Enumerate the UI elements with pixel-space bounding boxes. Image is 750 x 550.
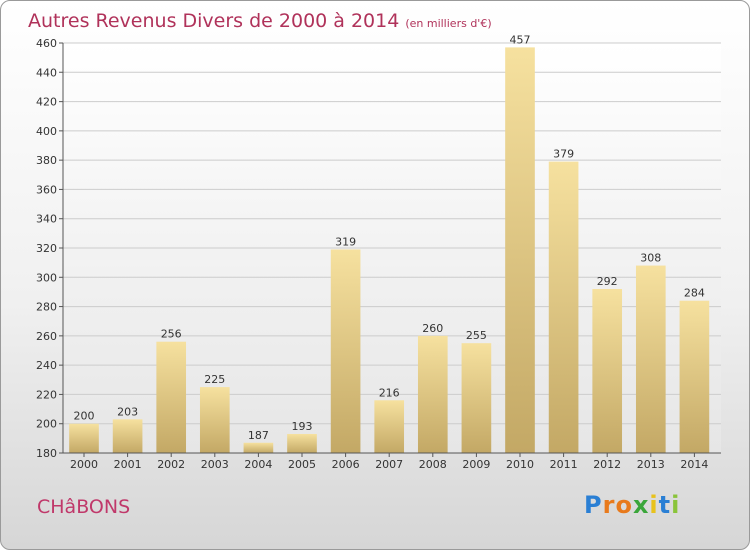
logo-letter: i [649, 491, 659, 519]
bar-2000 [69, 423, 99, 453]
bar-value-label: 292 [597, 275, 618, 288]
bar-2013 [635, 265, 666, 453]
y-tick-label: 400 [36, 125, 57, 138]
logo-letter: t [658, 491, 672, 519]
y-tick-label: 220 [36, 388, 57, 401]
bar-2006 [330, 249, 361, 453]
bar-value-label: 255 [466, 329, 487, 342]
y-tick-label: 280 [36, 301, 57, 314]
bar-value-label: 225 [204, 373, 225, 386]
x-tick-label: 2000 [70, 458, 98, 471]
bar-value-label: 319 [335, 235, 356, 248]
y-tick-label: 180 [36, 447, 57, 460]
bar-2009 [461, 343, 492, 453]
bar-2001 [112, 419, 143, 453]
bar-2012 [592, 289, 623, 453]
x-tick-label: 2004 [244, 458, 272, 471]
bar-value-label: 457 [510, 33, 531, 46]
bar-value-label: 284 [684, 287, 705, 300]
x-tick-label: 2008 [419, 458, 447, 471]
chart-subtitle: (en milliers d'€) [405, 17, 492, 30]
bar-2007 [374, 400, 405, 453]
bar-2010 [505, 47, 535, 454]
y-tick-label: 200 [36, 418, 57, 431]
bar-2008 [417, 335, 448, 453]
logo-letter: r [602, 491, 616, 519]
y-tick-label: 440 [36, 66, 57, 79]
logo-letter: i [671, 491, 681, 519]
chart-title: Autres Revenus Divers de 2000 à 2014 (en … [28, 10, 492, 32]
bars: 200 203 256 225 187 193 319 216 260 255 457 379 292 3… [69, 33, 710, 454]
chart-title-main: Autres Revenus Divers de 2000 à 2014 [28, 10, 400, 32]
y-tick-label: 420 [36, 96, 57, 109]
bar-2004 [243, 442, 274, 453]
bar-2011 [548, 161, 579, 453]
x-tick-label: 2005 [288, 458, 316, 471]
y-tick-label: 460 [36, 37, 57, 50]
y-tick-label: 320 [36, 242, 57, 255]
bar-value-label: 203 [117, 405, 138, 418]
y-tick-label: 380 [36, 154, 57, 167]
bar-value-label: 308 [640, 252, 661, 265]
bar-2002 [156, 341, 187, 453]
x-tick-label: 2002 [157, 458, 185, 471]
y-tick-label: 360 [36, 183, 57, 196]
y-tick-label: 300 [36, 271, 57, 284]
x-tick-label: 2009 [462, 458, 490, 471]
bar-value-label: 193 [292, 420, 313, 433]
y-tick-label: 260 [36, 330, 57, 343]
x-tick-label: 2013 [637, 458, 665, 471]
x-tick-label: 2014 [680, 458, 708, 471]
x-tick-label: 2006 [332, 458, 360, 471]
x-tick-label: 2003 [201, 458, 229, 471]
x-tick-label: 2012 [593, 458, 621, 471]
bar-value-label: 256 [161, 328, 182, 341]
axes: 180 200 220 240 260 280 300 320 340 360 380 400 420 4… [36, 37, 721, 471]
bar-2003 [199, 387, 230, 453]
proxiti-logo: Proxiti [584, 491, 680, 519]
bar-value-label: 379 [553, 148, 574, 161]
bar-2014 [679, 300, 710, 453]
commune-name: CHâBONS [37, 496, 131, 518]
bar-value-label: 260 [422, 322, 443, 335]
y-tick-label: 240 [36, 359, 57, 372]
logo-letter: P [584, 491, 603, 519]
x-tick-label: 2010 [506, 458, 534, 471]
bar-2005 [287, 433, 317, 453]
logo-letter: x [632, 491, 650, 519]
bar-value-label: 216 [379, 386, 400, 399]
bar-value-label: 200 [74, 410, 95, 423]
bar-value-label: 187 [248, 429, 269, 442]
x-tick-label: 2001 [114, 458, 142, 471]
x-tick-label: 2011 [550, 458, 578, 471]
logo-letter: o [615, 491, 633, 519]
x-tick-label: 2007 [375, 458, 403, 471]
y-tick-label: 340 [36, 213, 57, 226]
